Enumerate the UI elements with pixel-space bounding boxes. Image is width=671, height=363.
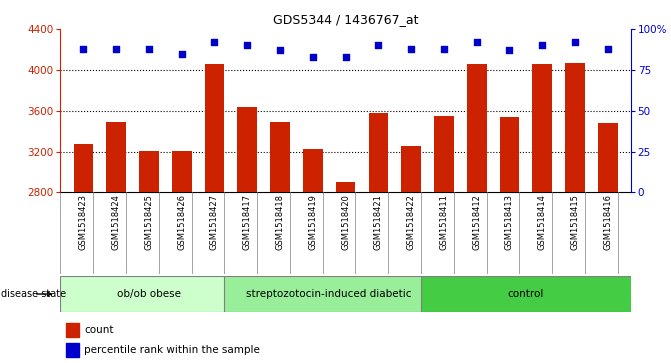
Point [176,51,187,57]
Title: GDS5344 / 1436767_at: GDS5344 / 1436767_at [273,13,418,26]
Point [242,42,252,48]
Text: ob/ob obese: ob/ob obese [117,289,181,299]
Bar [336,182,356,192]
Point [209,39,220,45]
Bar [139,151,159,192]
Point [111,46,121,52]
Bar [66,323,79,338]
FancyBboxPatch shape [60,276,238,312]
Bar [500,117,519,192]
Bar [172,151,191,192]
Bar [565,63,585,192]
Point [603,46,613,52]
FancyBboxPatch shape [224,276,434,312]
Point [340,54,351,60]
Text: count: count [85,325,114,335]
Bar [303,149,323,192]
Point [471,39,482,45]
Bar [467,64,486,192]
Point [274,48,285,53]
Bar [598,123,617,192]
Bar [66,343,79,357]
Text: disease state: disease state [1,289,66,299]
Text: streptozotocin-induced diabetic: streptozotocin-induced diabetic [246,289,412,299]
Point [537,42,548,48]
Point [144,46,154,52]
Bar [270,122,290,192]
Bar [532,64,552,192]
Bar [434,116,454,192]
Point [504,48,515,53]
Bar [401,146,421,192]
Bar [368,113,389,192]
Bar [74,144,93,192]
Point [373,42,384,48]
FancyBboxPatch shape [421,276,631,312]
Text: control: control [508,289,544,299]
Point [406,46,417,52]
Point [570,39,580,45]
Point [307,54,318,60]
Point [78,46,89,52]
Bar [106,122,126,192]
Point [439,46,450,52]
Bar [205,64,224,192]
Text: percentile rank within the sample: percentile rank within the sample [85,345,260,355]
Bar [238,107,257,192]
